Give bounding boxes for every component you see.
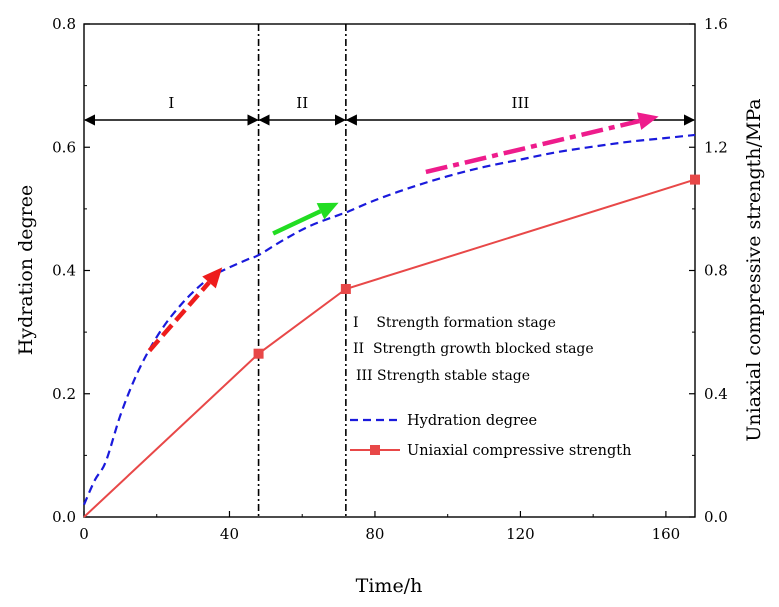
stage-description-1: I Strength formation stage [353, 315, 556, 331]
trend-arrow-shaft [272, 209, 322, 236]
x-axis-title: Time/h [356, 575, 423, 597]
stage-label: II [296, 94, 308, 112]
plot-area: 0 40 80 120 160 0.0 0.2 0.4 0.6 0.8 0.0 0.4 0.8 1.2 1.… [52, 15, 728, 543]
y-axis-title-left: Hydration degree [15, 185, 37, 355]
y-right-tick-label: 0.4 [704, 385, 728, 403]
legend-strength-label: Uniaxial compressive strength [407, 443, 631, 459]
legend: Hydration degree Uniaxial compressive st… [350, 413, 631, 459]
y-right-tick-label: 1.2 [704, 138, 728, 156]
trend-arrow-head [202, 267, 223, 289]
stage-description-2: II Strength growth blocked stage [353, 341, 594, 357]
y-left-tick-label: 0.0 [52, 508, 76, 526]
stage-description-3: III Strength stable stage [356, 368, 530, 384]
x-tick-label: 0 [79, 525, 89, 543]
stage-label: I [168, 94, 174, 112]
y-left-tick-label: 0.8 [52, 15, 76, 33]
stage-label: III [512, 94, 530, 112]
x-tick-label: 120 [506, 525, 535, 543]
trend-arrow-head [637, 112, 659, 130]
stage-descriptions: I Strength formation stage II Strength g… [353, 315, 594, 384]
y-left-tick-label: 0.6 [52, 138, 76, 156]
legend-hydration-label: Hydration degree [407, 413, 537, 429]
y-right-tick-label: 1.6 [704, 15, 728, 33]
trend-arrow-head [316, 202, 339, 220]
strength-point [690, 174, 700, 185]
hydration-degree-line [82, 133, 696, 506]
y-left-tick-label: 0.2 [52, 385, 76, 403]
legend-strength-marker [370, 445, 380, 455]
y-right-tick-label: 0.0 [704, 508, 728, 526]
x-tick-label: 40 [220, 525, 239, 543]
trend-arrow-shaft [425, 118, 640, 175]
y-left-tick-label: 0.4 [52, 262, 76, 280]
y-axis-title-right: Uniaxial compressive strength/MPa [743, 98, 765, 441]
y-right-tick-label: 0.8 [704, 262, 728, 280]
trend-arrow-shaft [147, 280, 211, 353]
x-tick-label: 160 [652, 525, 681, 543]
strength-point [340, 283, 351, 294]
x-tick-label: 80 [365, 525, 384, 543]
strength-point [253, 348, 264, 359]
stage-labels: I II III [168, 94, 529, 112]
strength-line [83, 178, 696, 518]
